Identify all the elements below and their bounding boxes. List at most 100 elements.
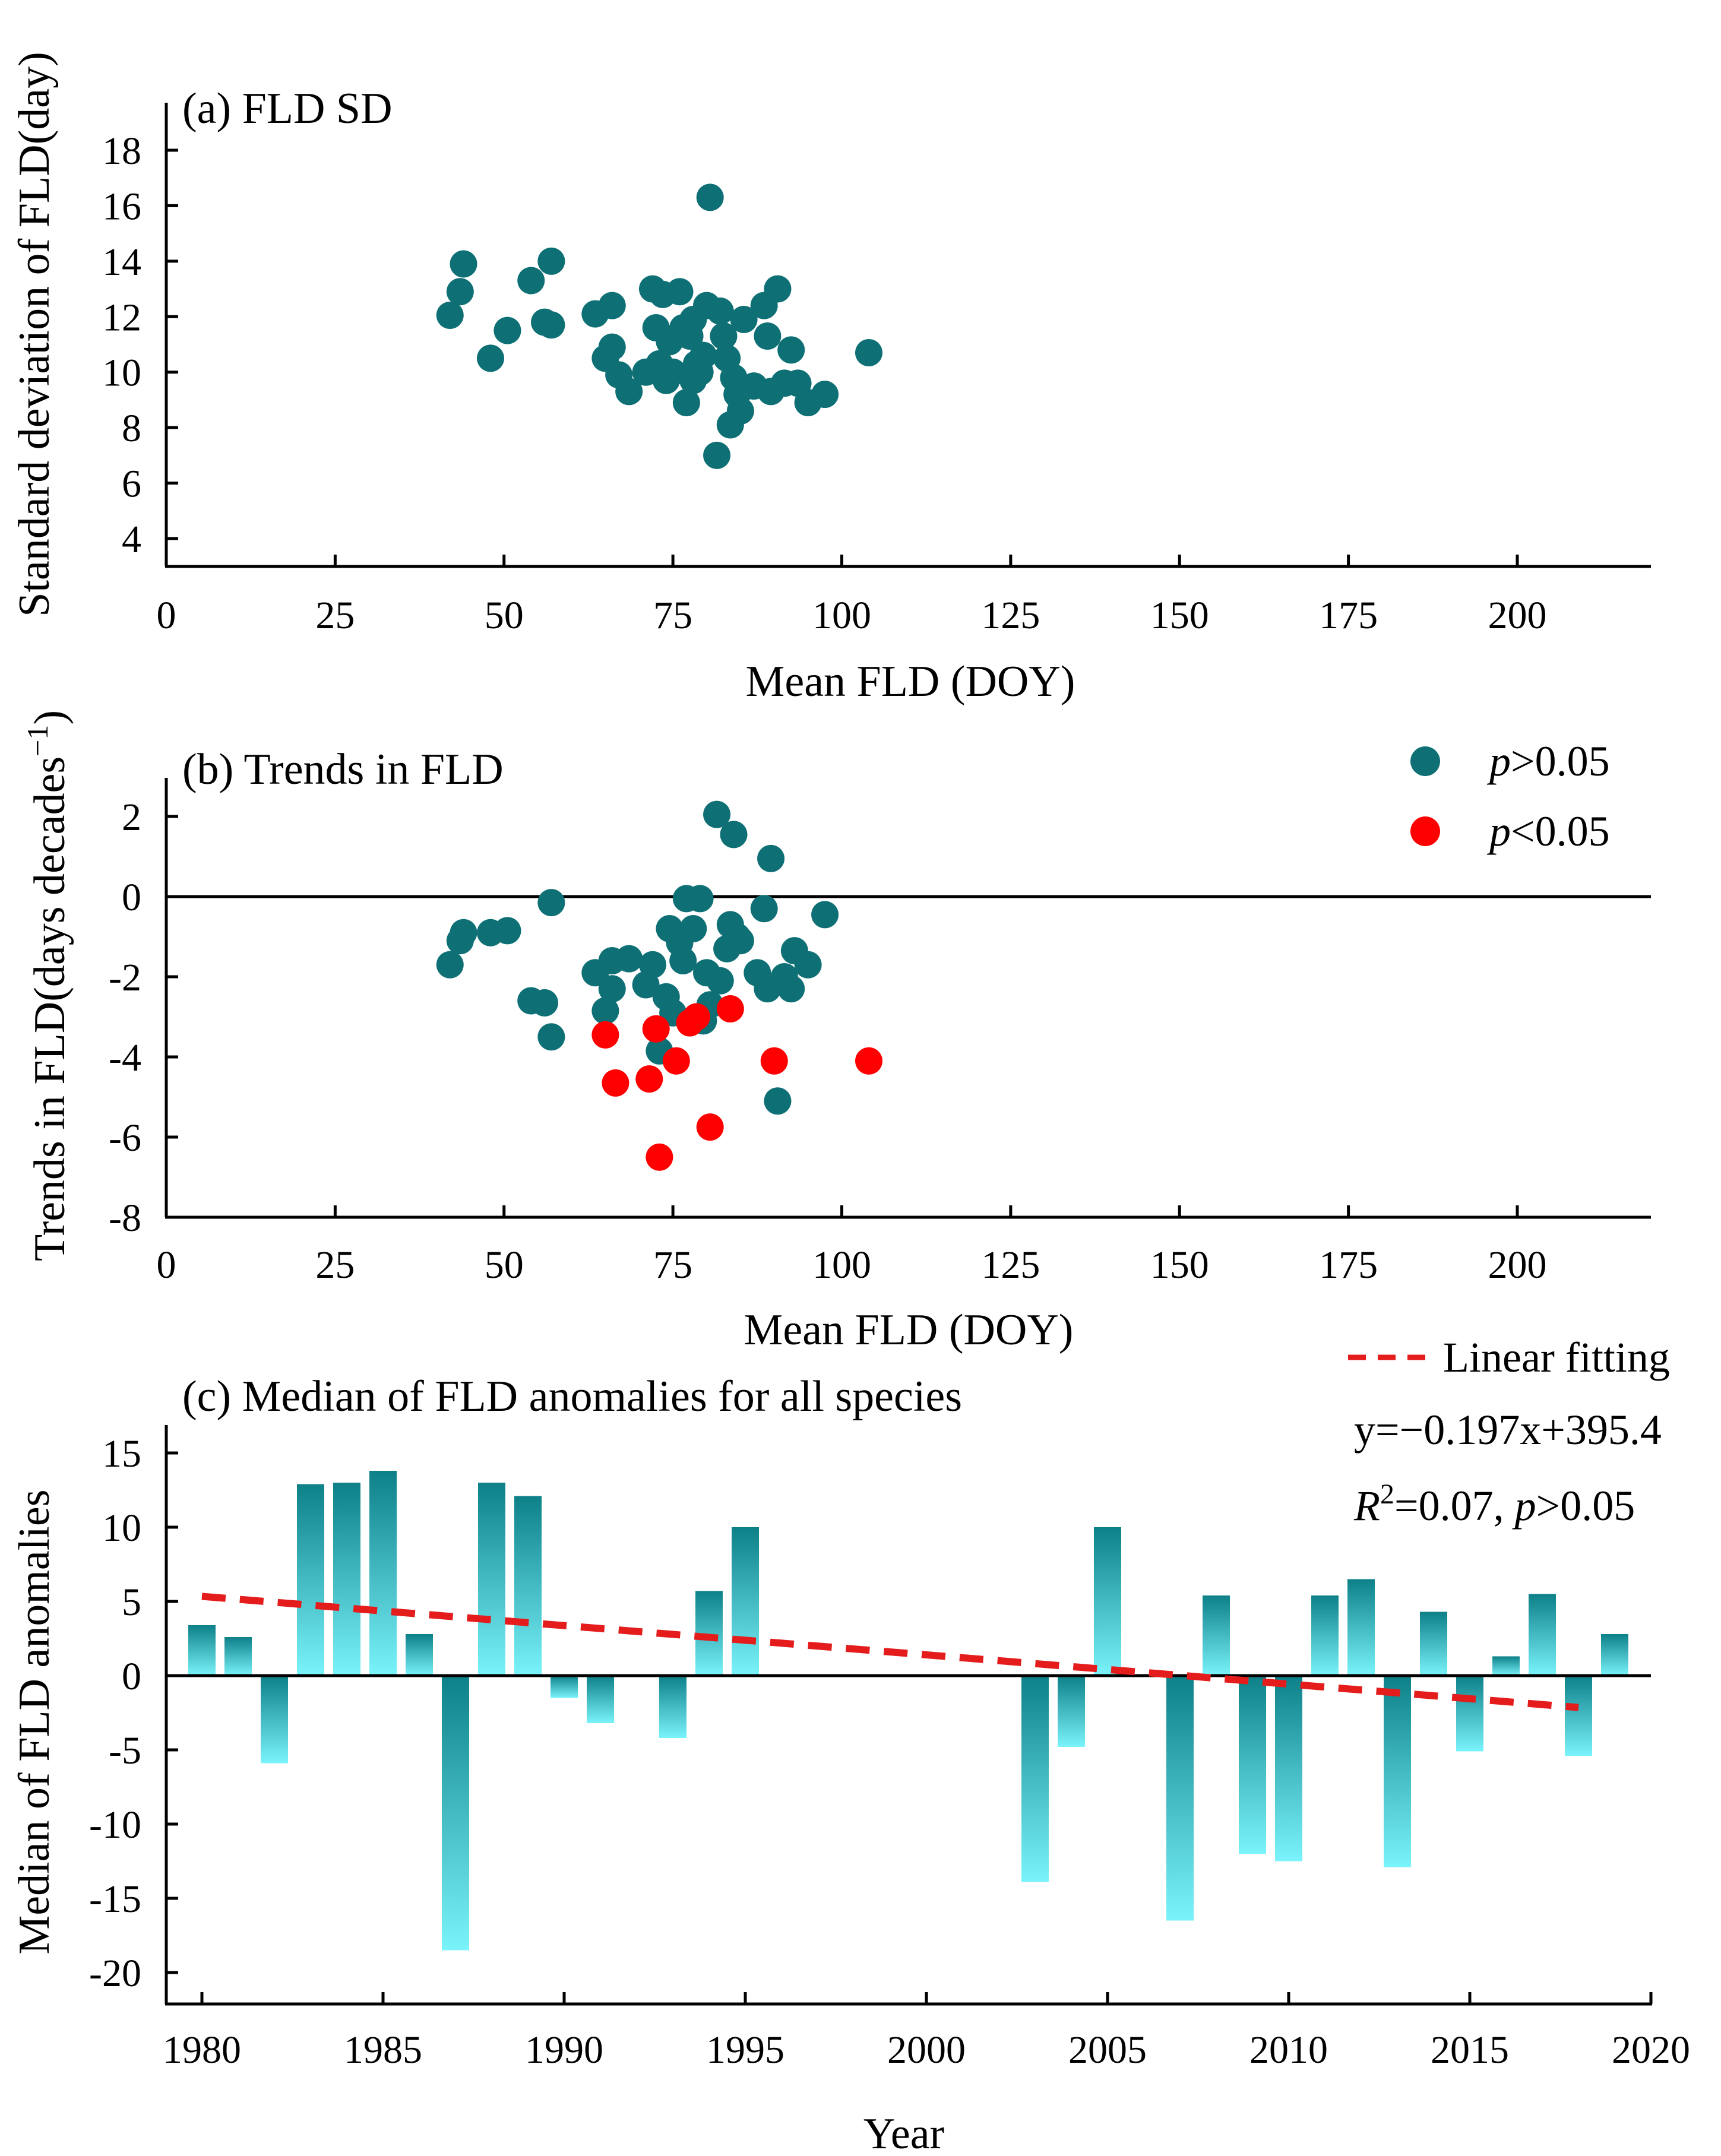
scatter-point	[689, 341, 717, 369]
bar-2017	[1529, 1594, 1556, 1676]
y-tick-label: -10	[89, 1803, 141, 1847]
scatter-point-not-significant	[720, 821, 748, 849]
scatter-point	[710, 322, 738, 350]
panel-c-y-label: Median of FLD anomalies	[10, 1490, 59, 1955]
y-tick-label: 12	[102, 296, 141, 339]
bar-2016	[1492, 1656, 1520, 1676]
panel-b-x-ticks: 0 25 50 75 100 125 150 175 200	[157, 1205, 1547, 1287]
panel-b-y-ticks: 2 0 -2 -4 -6 -8	[109, 796, 178, 1240]
y-tick-label: 10	[102, 352, 141, 395]
scatter-point-not-significant	[794, 951, 822, 979]
y-tick-label: 18	[102, 129, 141, 173]
y-tick-label: -20	[89, 1952, 141, 1995]
y-tick-label: -2	[109, 956, 141, 999]
bar-1985	[369, 1471, 397, 1676]
scatter-point-not-significant	[679, 915, 707, 942]
scatter-point-not-significant	[450, 919, 477, 946]
scatter-point-significant	[716, 995, 744, 1022]
panel-b: (b) Trends in FLD 0 25 50 75 100 125 150 175 200…	[21, 710, 1651, 1354]
scatter-point	[436, 301, 464, 329]
bar-1981	[224, 1637, 252, 1676]
y-tick-label: -5	[109, 1729, 141, 1772]
bar-2011	[1311, 1595, 1339, 1676]
panel-a-x-label: Mean FLD (DOY)	[746, 657, 1075, 706]
x-tick-label: 75	[653, 1243, 692, 1287]
scatter-point-not-significant	[777, 975, 805, 1003]
bar-1982	[261, 1676, 288, 1764]
scatter-point	[811, 381, 839, 409]
panel-c-legend: Linear fitting y=−0.197x+395.4 R2=0.07, …	[1348, 1334, 1670, 1530]
panel-c-x-label: Year	[863, 2110, 944, 2156]
x-tick-label: 2010	[1249, 2028, 1328, 2072]
panel-a-y-label: Standard deviation of FLD(day)	[10, 52, 59, 617]
panel-c-bars	[188, 1471, 1628, 1951]
scatter-point-significant	[662, 1047, 690, 1075]
scatter-point	[537, 311, 565, 339]
scatter-point-not-significant	[493, 917, 521, 945]
panel-a-title: (a) FLD SD	[182, 84, 393, 133]
scatter-point-significant	[602, 1069, 629, 1097]
x-tick-label: 200	[1488, 594, 1547, 637]
scatter-point	[598, 292, 626, 319]
y-tick-label: -8	[109, 1196, 141, 1240]
x-tick-label: 150	[1150, 1243, 1209, 1287]
y-tick-label: 14	[102, 240, 141, 284]
x-tick-label: 2000	[887, 2028, 966, 2072]
scatter-point	[537, 247, 565, 275]
bar-1984	[333, 1483, 360, 1676]
scatter-point	[696, 183, 724, 211]
scatter-point	[777, 336, 805, 364]
x-tick-label: 25	[315, 594, 355, 637]
bar-1989	[514, 1496, 542, 1676]
bar-2007	[1166, 1676, 1194, 1921]
bar-1993	[659, 1676, 686, 1738]
scatter-point-not-significant	[591, 997, 619, 1025]
bar-2013	[1384, 1676, 1411, 1867]
y-tick-label: 15	[102, 1432, 141, 1476]
x-tick-label: 1980	[163, 2028, 241, 2072]
scatter-point-not-significant	[669, 947, 697, 974]
scatter-point-not-significant	[531, 989, 558, 1017]
legend-marker-significant	[1410, 816, 1440, 846]
y-tick-label: 2	[122, 796, 141, 839]
scatter-point	[477, 344, 504, 372]
scatter-point-not-significant	[615, 945, 643, 973]
panel-c-y-ticks: 15 10 5 0 -5 -10 -15 -20	[89, 1432, 178, 1995]
panel-a-y-ticks: 4 6 8 10 12 14 16 18	[102, 129, 178, 561]
y-tick-label: 0	[122, 876, 141, 919]
y-tick-label: 5	[122, 1581, 141, 1624]
panel-a: (a) FLD SD 0 25 50 75 100 125 150 175 200 4 6 8 10 1…	[10, 52, 1651, 706]
scatter-point-not-significant	[537, 889, 565, 917]
legend-label-significant: p<0.05	[1486, 808, 1610, 855]
panel-b-x-label: Mean FLD (DOY)	[744, 1306, 1074, 1354]
x-tick-label: 125	[981, 1243, 1040, 1287]
panel-a-axes	[164, 103, 1651, 568]
scatter-point-not-significant	[703, 800, 731, 828]
bar-1995	[732, 1527, 759, 1676]
panel-a-x-ticks: 0 25 50 75 100 125 150 175 200	[157, 555, 1547, 637]
scatter-point-significant	[591, 1021, 619, 1049]
x-tick-label: 50	[485, 1243, 524, 1287]
x-tick-label: 2015	[1431, 2028, 1509, 2072]
legend-marker-not-significant	[1410, 746, 1440, 776]
scatter-point-significant	[646, 1143, 673, 1171]
fit-stats: R2=0.07, p>0.05	[1353, 1479, 1635, 1530]
x-tick-label: 200	[1488, 1243, 1547, 1287]
panel-b-points	[436, 800, 882, 1171]
scatter-point-significant	[855, 1047, 882, 1075]
bar-1983	[297, 1484, 324, 1676]
panel-c-x-ticks: 1980 1985 1990 1995 2000 2005 2010 2015 2020	[163, 1992, 1690, 2072]
scatter-point-not-significant	[757, 844, 785, 872]
scatter-point-not-significant	[598, 975, 626, 1003]
y-tick-label: 16	[102, 185, 141, 228]
scatter-point-not-significant	[686, 885, 714, 913]
x-tick-label: 50	[485, 594, 524, 637]
bar-1987	[442, 1676, 469, 1951]
scatter-point	[666, 278, 694, 306]
x-tick-label: 100	[812, 594, 871, 637]
scatter-point-not-significant	[764, 1087, 792, 1115]
panel-c-title: (c) Median of FLD anomalies for all spec…	[182, 1372, 962, 1421]
y-tick-label: 8	[122, 407, 141, 450]
x-tick-label: 75	[653, 594, 692, 637]
y-tick-label: 10	[102, 1506, 141, 1550]
